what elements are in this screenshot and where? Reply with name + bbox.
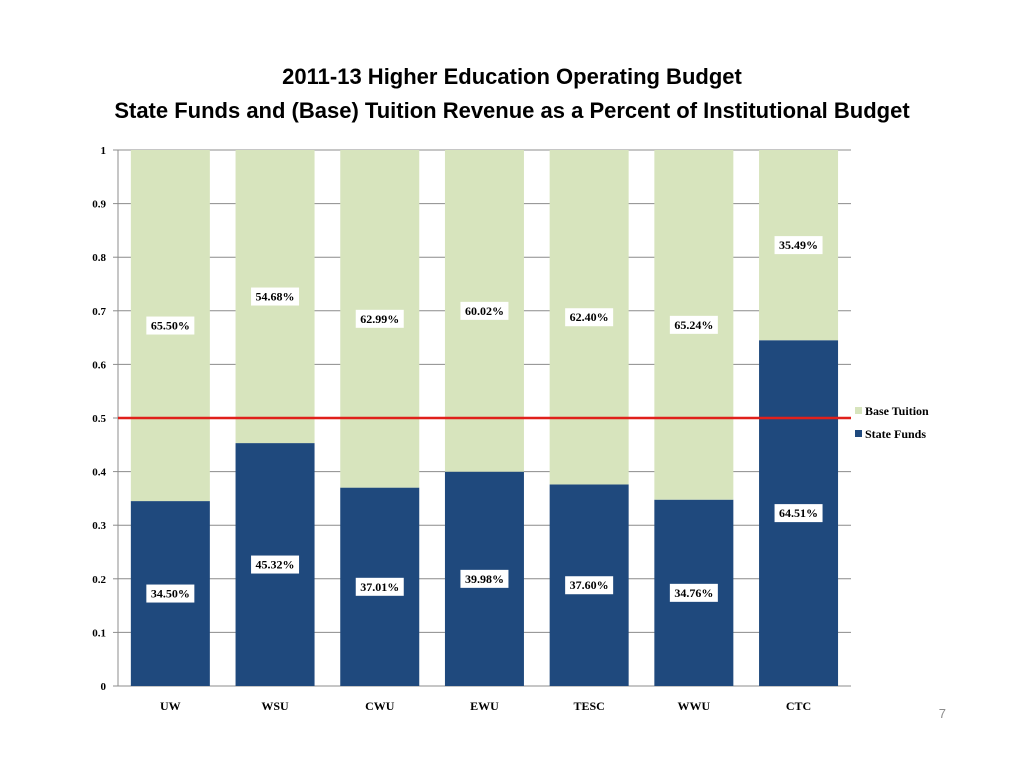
data-label-box — [774, 504, 823, 523]
data-label: 64.51% — [779, 506, 818, 520]
data-label-box — [251, 555, 300, 574]
data-label-box — [460, 301, 509, 320]
x-category-label: CTC — [786, 699, 811, 713]
data-label-box — [355, 309, 404, 328]
data-label: 60.02% — [465, 304, 504, 318]
y-tick-label: 0.9 — [92, 199, 106, 211]
y-tick-label: 0.2 — [92, 574, 106, 586]
data-label-box — [669, 583, 718, 602]
y-tick-label: 1 — [101, 145, 107, 157]
data-label-box — [565, 308, 614, 327]
x-category-label: WSU — [261, 699, 289, 713]
data-label-box — [774, 236, 823, 255]
data-label-box — [669, 315, 718, 334]
y-tick-label: 0.8 — [92, 252, 106, 264]
y-tick-label: 0.6 — [92, 359, 106, 371]
y-tick-label: 0.7 — [92, 306, 106, 318]
chart-subtitle: State Funds and (Base) Tuition Revenue a… — [114, 98, 910, 123]
data-label: 45.32% — [256, 558, 295, 572]
data-label: 62.99% — [360, 312, 399, 326]
data-label-box — [146, 584, 195, 603]
y-tick-label: 0.4 — [92, 467, 106, 479]
x-category-label: CWU — [365, 699, 395, 713]
x-category-label: UW — [160, 699, 181, 713]
x-category-label: TESC — [573, 699, 604, 713]
data-label-box — [355, 577, 404, 596]
data-label: 39.98% — [465, 572, 504, 586]
legend-swatch — [855, 430, 862, 437]
y-tick-label: 0.3 — [92, 520, 106, 532]
y-tick-label: 0.5 — [92, 413, 106, 425]
chart-title-block: 2011-13 Higher Education Operating Budge… — [0, 60, 1024, 128]
data-label: 35.49% — [779, 238, 818, 252]
legend-label: State Funds — [865, 427, 926, 441]
x-category-label: EWU — [470, 699, 499, 713]
y-tick-label: 0.1 — [92, 627, 106, 639]
chart-title: 2011-13 Higher Education Operating Budge… — [282, 64, 742, 89]
data-label: 34.50% — [151, 587, 190, 601]
data-label-box — [251, 287, 300, 306]
data-label: 37.01% — [360, 580, 399, 594]
x-category-label: WWU — [678, 699, 711, 713]
data-label: 62.40% — [570, 310, 609, 324]
page-number: 7 — [938, 706, 946, 721]
data-label: 37.60% — [570, 578, 609, 592]
y-tick-label: 0 — [101, 681, 107, 693]
data-label: 65.24% — [674, 318, 713, 332]
data-label-box — [565, 576, 614, 595]
data-label-box — [460, 569, 509, 588]
data-label: 65.50% — [151, 319, 190, 333]
legend-label: Base Tuition — [865, 404, 929, 418]
data-label: 54.68% — [256, 290, 295, 304]
data-label: 34.76% — [674, 586, 713, 600]
data-label-box — [146, 316, 195, 335]
legend-swatch — [855, 407, 862, 414]
